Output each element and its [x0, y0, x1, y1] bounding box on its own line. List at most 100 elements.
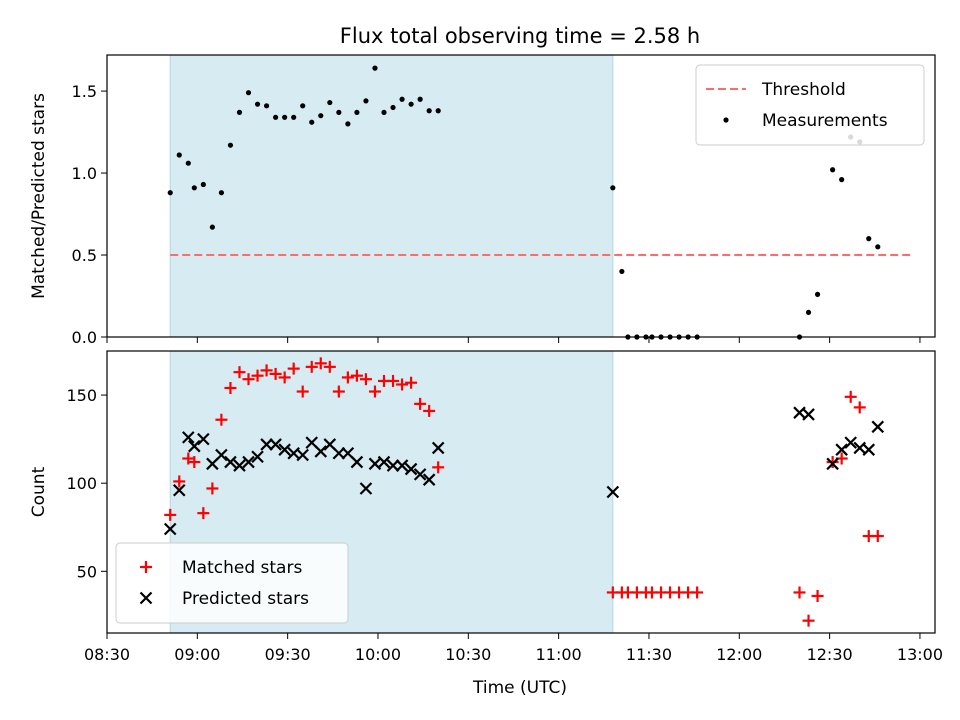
data-point [802, 614, 815, 627]
legend: Matched stars Predicted stars [115, 542, 349, 624]
data-point [830, 167, 836, 173]
data-point [862, 443, 876, 456]
data-point [431, 441, 445, 455]
data-point [386, 459, 400, 472]
data-point [875, 244, 881, 250]
data-point [287, 362, 300, 375]
data-point [218, 190, 225, 196]
data-point [291, 114, 297, 120]
x-tick-label: 10:00 [355, 645, 401, 664]
data-point [200, 181, 206, 188]
data-point [282, 114, 288, 120]
data-point [191, 185, 197, 191]
y-tick-label: 0.0 [72, 328, 97, 347]
data-point [805, 309, 812, 316]
data-point [245, 90, 252, 96]
legend-label: Predicted stars [182, 589, 309, 609]
data-point [233, 366, 246, 379]
data-point [811, 589, 824, 602]
legend: Threshold Measurements [695, 64, 925, 146]
data-point [368, 385, 381, 398]
x-tick-label: 12:30 [807, 645, 853, 664]
data-point [242, 373, 255, 386]
data-point [341, 371, 354, 384]
data-point [413, 468, 427, 481]
data-point [345, 121, 351, 127]
data-point [426, 108, 432, 114]
data-point [606, 485, 620, 499]
data-point [372, 65, 378, 71]
data-point [305, 360, 318, 373]
data-point [236, 109, 243, 115]
data-point [835, 443, 848, 456]
data-point [381, 109, 387, 115]
legend-box [115, 542, 349, 624]
legend-marker [723, 117, 729, 123]
data-point [314, 357, 327, 370]
data-point [363, 98, 369, 104]
data-point [691, 586, 704, 599]
data-point [260, 364, 273, 377]
data-point [164, 508, 177, 521]
data-point [354, 109, 360, 115]
data-point [423, 404, 436, 417]
data-point [619, 268, 625, 275]
data-point [332, 446, 346, 460]
data-point [359, 482, 373, 495]
data-point [263, 103, 270, 109]
data-point [224, 455, 237, 469]
data-point [172, 483, 186, 497]
data-point [422, 473, 436, 486]
data-point [405, 376, 418, 389]
data-point [414, 397, 427, 410]
data-point [173, 475, 186, 488]
axes-frame [106, 350, 936, 634]
data-point [309, 119, 315, 125]
x-tick-label: 13:00 [897, 645, 943, 664]
data-point [197, 432, 210, 446]
series-x [163, 406, 885, 536]
data-point [359, 373, 372, 386]
legend-box [695, 64, 925, 146]
data-point [242, 455, 255, 469]
data-point [866, 236, 872, 242]
data-point [327, 99, 333, 106]
y-tick-label: 100 [66, 474, 97, 493]
data-point [408, 101, 414, 107]
series-plus [164, 357, 884, 627]
data-point [610, 185, 616, 191]
data-point [254, 101, 261, 107]
data-point [350, 455, 364, 469]
data-point [802, 408, 815, 421]
data-point [826, 457, 839, 471]
data-point [314, 445, 328, 458]
data-point [871, 530, 884, 543]
top-panel: 0.0 0.5 1.0 1.5 Matched/Predicted stars Thres… [29, 54, 936, 347]
data-point [188, 439, 201, 453]
legend-label: Threshold [761, 80, 846, 100]
y-tick-label: 50 [77, 562, 97, 581]
data-point [209, 224, 215, 230]
data-point [853, 401, 866, 414]
data-point [826, 456, 839, 469]
data-point [260, 438, 273, 451]
data-point [197, 507, 210, 520]
data-point [404, 462, 418, 476]
x-axis-label: Time (UTC) [472, 678, 567, 698]
data-point [300, 103, 306, 109]
data-point [396, 378, 409, 391]
axes-frame [106, 54, 936, 338]
data-point [350, 369, 363, 382]
data-point [318, 113, 324, 119]
data-point [269, 438, 282, 451]
data-point [188, 456, 201, 469]
y-tick-label: 1.0 [72, 164, 97, 183]
x-tick-label: 09:00 [174, 645, 220, 664]
data-point [273, 114, 279, 120]
data-point [296, 385, 309, 398]
data-point [182, 431, 195, 444]
data-point [871, 420, 885, 434]
data-point [839, 177, 845, 183]
x-tick-label: 08:30 [84, 645, 130, 664]
